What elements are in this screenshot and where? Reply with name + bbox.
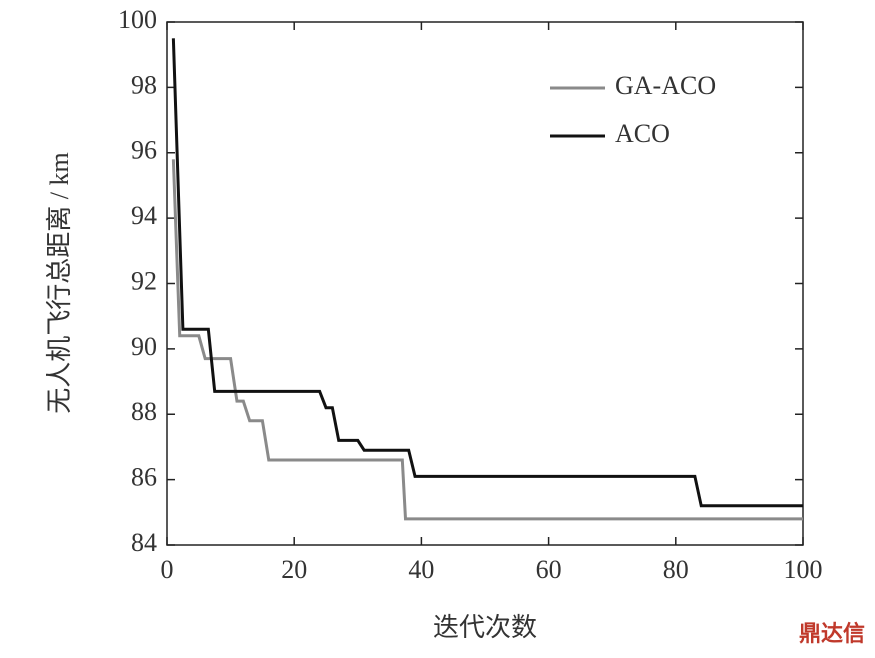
series-line bbox=[171, 38, 803, 508]
x-tick-label: 20 bbox=[281, 555, 307, 584]
series-line bbox=[171, 159, 803, 521]
x-tick-label: 40 bbox=[408, 555, 434, 584]
y-tick-label: 92 bbox=[131, 266, 157, 295]
y-tick-label: 96 bbox=[131, 136, 157, 165]
x-axis-label: 迭代次数 bbox=[433, 613, 537, 642]
y-axis-label: 无人机飞行总距离 / km bbox=[45, 152, 74, 413]
legend-label: GA-ACO bbox=[615, 71, 716, 100]
y-tick-label: 94 bbox=[131, 201, 157, 230]
y-tick-label: 90 bbox=[131, 332, 157, 361]
y-tick-label: 98 bbox=[131, 70, 157, 99]
y-tick-label: 84 bbox=[131, 528, 157, 557]
x-tick-label: 100 bbox=[784, 555, 823, 584]
x-tick-label: 80 bbox=[663, 555, 689, 584]
plot-frame bbox=[166, 21, 804, 546]
y-tick-label: 88 bbox=[131, 397, 157, 426]
x-tick-label: 0 bbox=[161, 555, 174, 584]
watermark: 鼎达信 bbox=[799, 621, 865, 646]
x-tick-label: 60 bbox=[536, 555, 562, 584]
legend-label: ACO bbox=[615, 119, 670, 148]
y-tick-label: 100 bbox=[118, 5, 157, 34]
y-tick-label: 86 bbox=[131, 463, 157, 492]
